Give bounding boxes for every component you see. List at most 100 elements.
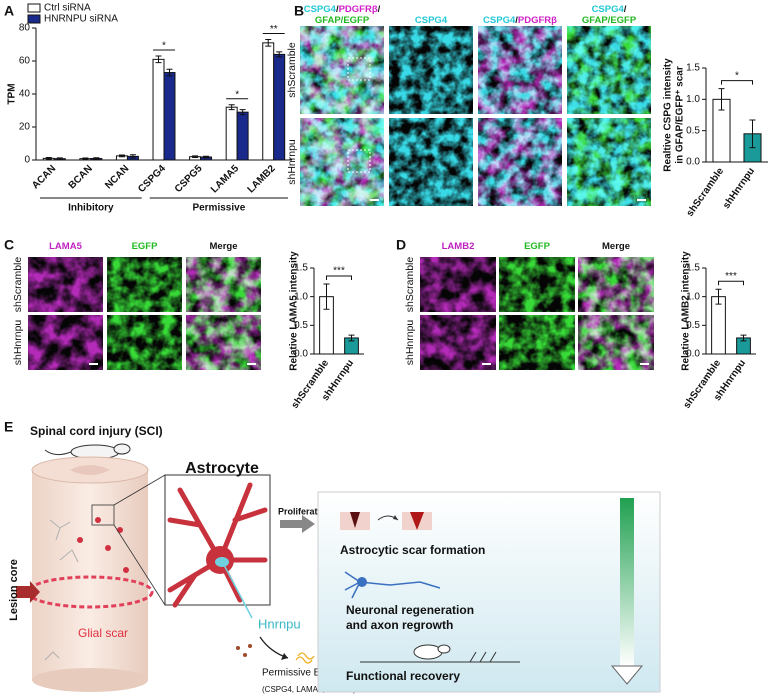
significance-bracket [718,280,744,286]
image-header: EGFP [132,241,159,252]
error-bar [740,334,747,342]
x-tick-label: BCAN [67,163,95,191]
micrograph-channel [578,315,654,370]
y-tick-label: 0.0 [686,349,700,360]
header-segment: PDGFRβ [518,15,557,26]
error-bar [228,104,235,111]
header-segment: LAMB2 [442,241,475,252]
bar [262,42,275,161]
cord-bottom [32,668,148,692]
y-tick-label: 1.0 [686,291,700,302]
walking-mouse [360,644,520,663]
header-segment: Merge [602,241,630,252]
image-header: CSPG4/PDGFRβ [483,15,557,26]
ecm-list: (CSPG4, LAMA5, LAMB2) [262,685,356,694]
error-bar [129,154,136,159]
image-header: LAMA5 [49,241,82,252]
mouse-icon [44,443,131,460]
micrograph-channel [478,26,562,114]
roi-box [347,149,371,173]
significance-label: * [735,70,739,81]
micrograph-channel [499,257,575,312]
micrograph-channel [300,118,384,206]
row-label: shScramble [12,257,24,313]
y-axis-label: Relative LAMB2 intensity [681,251,692,371]
y-tick-label: 40 [19,89,31,100]
y-tick-label: 1.0 [294,291,308,302]
legend-swatch [27,3,41,13]
lesion-arrow [16,581,40,603]
legend-label: Ctrl siRNA [44,3,91,14]
ecm-label: Permissive ECM [262,668,336,679]
header-segment: EGFP [132,241,159,252]
micrograph-channel [420,315,496,370]
roi-box [347,57,371,81]
micrograph-channel [420,257,496,312]
micrograph-channel [478,118,562,206]
ecm-fibers [295,652,315,664]
y-axis-label: Relative LAMA5 intensity [289,251,300,371]
zoom-lines [113,474,166,606]
x-tick-label: NCAN [103,163,131,191]
nucleus [215,557,229,567]
error-bar [718,88,725,111]
header-segment: / [378,4,381,15]
error-bar [265,39,272,47]
bar [163,72,176,161]
y-axis-label: in GFAP/EGFP⁺ scar [675,66,686,164]
micrograph-channel [107,257,182,312]
significance-label: *** [333,266,345,277]
y-tick-label: 1.5 [294,263,308,274]
header-segment: GFAP/EGFP [315,15,370,26]
y-tick-label: 0.5 [294,320,308,331]
bar [152,58,165,161]
error-bar [118,154,125,158]
image-header: CSPG4 [415,15,448,26]
neuron-icon [344,571,441,599]
panel-label: D [396,237,406,253]
y-tick-label: 80 [19,23,31,34]
micrograph-channel [578,257,654,312]
micrograph-channel [567,118,651,206]
micrograph-channel [567,26,651,114]
header-segment: CSPG4 [304,4,337,15]
significance-label: * [162,41,166,52]
error-bar [192,155,199,159]
y-tick-label: 20 [19,122,31,133]
x-tick-label: LAMA5 [209,163,241,195]
error-bar [203,155,210,159]
panel-label: A [4,3,14,19]
significance-label: * [235,89,239,100]
error-bar [155,55,162,64]
zoom-box [91,504,115,526]
regeneration-label: Neuronal regeneration [346,603,474,617]
header-segment: GFAP/EGFP [582,15,637,26]
schematic: Spinal cord injury (SCI) Lesion core Gli… [8,424,661,694]
x-tick-label: ACAN [30,163,58,191]
image-header: Merge [602,241,630,252]
legend-label: HNRNPU siRNA [44,14,118,25]
x-tick-label: CSPG5 [173,163,205,195]
proliferation-label: Proliferation [278,506,331,516]
y-tick-label: 0.5 [686,320,700,331]
header-segment: CSPG4 [483,15,516,26]
error-bar [276,51,283,58]
row-label: shScramble [286,42,298,98]
micrograph-channel [186,315,261,370]
regeneration-label: and axon regrowth [346,618,453,632]
bar [225,106,238,161]
x-tick-label: LAMB2 [246,163,278,195]
outcome-box [317,491,661,693]
y-tick-label: 0.5 [686,125,700,136]
row-label: shHnrnpu [12,320,24,366]
error-bar [93,157,100,160]
error-bar [56,157,63,161]
micrograph-channel [499,315,575,370]
header-segment: PDGFRβ [339,4,378,15]
micrograph-channel [389,26,473,114]
significance-bracket [326,275,352,281]
decrease-arrowhead [610,665,644,685]
scar-icons [340,512,432,530]
